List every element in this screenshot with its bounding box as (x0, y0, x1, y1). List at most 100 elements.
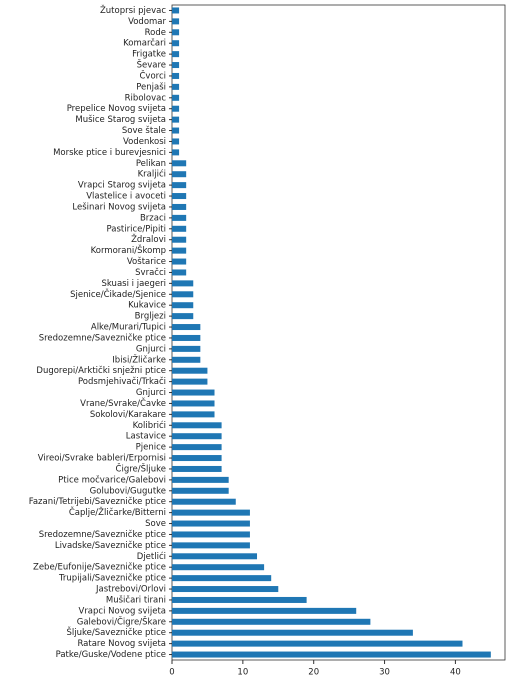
y-tick-label: Ibisi/Žličarke (112, 353, 166, 365)
y-tick-label: Kukavice (128, 301, 166, 311)
bar (172, 411, 215, 418)
bar (172, 564, 265, 571)
bar (172, 553, 258, 560)
y-tick-label: Lastavice (126, 432, 166, 442)
y-tick-label: Lešinari Novog svijeta (72, 201, 166, 212)
y-tick-label: Jastrebovi/Orlovi (95, 585, 166, 595)
bar (172, 444, 222, 451)
bar (172, 618, 371, 625)
y-tick-label: Sokolovi/Karakare (90, 410, 166, 420)
bar (172, 334, 201, 341)
bar (172, 171, 187, 178)
bar (172, 640, 463, 647)
y-tick-label: Vlastelice i avoceti (86, 192, 166, 202)
y-tick-label: Podsmjehivači/Trkači (78, 376, 166, 387)
y-tick-label: Djetlići (137, 551, 166, 562)
x-tick-label: 10 (237, 668, 248, 678)
bar (172, 83, 180, 90)
y-tick-label: Žutoprsi pjevac (100, 4, 166, 16)
bar (172, 72, 180, 79)
bar (172, 138, 180, 145)
bar (172, 498, 236, 505)
bar (172, 105, 180, 112)
bar (172, 214, 187, 221)
y-tick-label: Komarčari (123, 38, 166, 49)
bar (172, 291, 194, 298)
bar (172, 203, 187, 210)
y-tick-label: Vodenkosi (123, 137, 166, 147)
y-tick-label: Voštarice (127, 256, 166, 267)
y-tick-label: Vodomar (128, 17, 166, 27)
bar (172, 40, 180, 47)
y-tick-label: Sredozemne/Savezničke ptice (39, 332, 166, 343)
bar (172, 476, 229, 483)
y-tick-label: Prepelice Novog svijeta (67, 104, 166, 114)
bar (172, 509, 250, 516)
bar (172, 607, 357, 614)
bar (172, 455, 222, 462)
y-tick-label: Pastirice/Pipiti (107, 224, 166, 234)
bar (172, 596, 307, 603)
bar (172, 586, 279, 593)
y-tick-label: Brgljezi (135, 312, 166, 322)
bar (172, 542, 250, 549)
bar (172, 345, 201, 352)
bar (172, 7, 180, 14)
y-tick-label: Brzaci (140, 213, 166, 223)
y-tick-label: Ribolovac (125, 93, 167, 103)
bar (172, 51, 180, 58)
bar (172, 62, 180, 69)
y-tick-label: Golubovi/Gugutke (90, 486, 166, 496)
y-tick-label: Ptice močvarice/Galebovi (58, 474, 166, 485)
y-tick-label: Gnjurci (136, 388, 166, 398)
bar (172, 356, 201, 363)
y-tick-label: Pelikan (136, 159, 166, 169)
x-tick-label: 30 (379, 668, 390, 678)
bar (172, 258, 187, 265)
y-tick-label: Rode (145, 28, 166, 38)
y-tick-label: Dugorepi/Arktički snježni ptice (36, 365, 166, 376)
bar (172, 193, 187, 200)
bar (172, 225, 187, 232)
bar (172, 575, 272, 582)
y-tick-label: Skuasi i jaegeri (102, 279, 167, 289)
y-tick-label: Gnjurci (136, 344, 166, 354)
y-tick-label: Vrapci Novog svijeta (79, 606, 167, 616)
y-tick-label: Sredozemne/Savezničke ptice (39, 529, 166, 540)
y-tick-label: Kormorani/Škomp (91, 244, 166, 256)
y-tick-label: Penjaši (136, 81, 166, 92)
bar (172, 127, 180, 134)
y-tick-label: Čigre/Šljuke (116, 462, 166, 474)
bar (172, 302, 194, 309)
y-tick-label: Ratare Novog svijeta (77, 639, 166, 649)
bar (172, 269, 187, 276)
y-tick-label: Patke/Guske/Vodene ptice (56, 650, 166, 660)
x-tick-label: 20 (308, 668, 319, 678)
y-tick-label: Kraljići (138, 169, 166, 180)
bar (172, 149, 180, 156)
bar (172, 422, 222, 429)
y-tick-label: Ševare (137, 59, 166, 71)
bar (172, 160, 187, 167)
bar (172, 531, 250, 538)
bar (172, 313, 194, 320)
bar (172, 116, 180, 123)
y-tick-label: Šljuke/Savezničke ptice (66, 626, 166, 638)
x-tick-label: 0 (169, 668, 174, 678)
y-tick-label: Čaplje/Žličarke/Bitterni (69, 506, 166, 518)
y-tick-label: Vireoi/Svrake bableri/Erpornisi (38, 454, 166, 464)
y-tick-label: Mušičari tirani (106, 594, 166, 605)
y-tick-label: Vrapci Starog svijeta (78, 181, 166, 191)
y-tick-label: Zebe/Eufonije/Savezničke ptice (33, 562, 166, 573)
y-tick-label: Svračci (135, 267, 166, 278)
bar (172, 18, 180, 25)
plot-frame (171, 4, 506, 661)
y-tick-label: Alke/Murari/Tupici (91, 323, 166, 333)
y-tick-label: Sove štale (122, 125, 166, 136)
bar (172, 389, 215, 396)
bar (172, 465, 222, 472)
bar (172, 400, 215, 407)
y-tick-label: Sjenice/Čikade/Sjenice (70, 288, 166, 300)
bar (172, 487, 229, 494)
